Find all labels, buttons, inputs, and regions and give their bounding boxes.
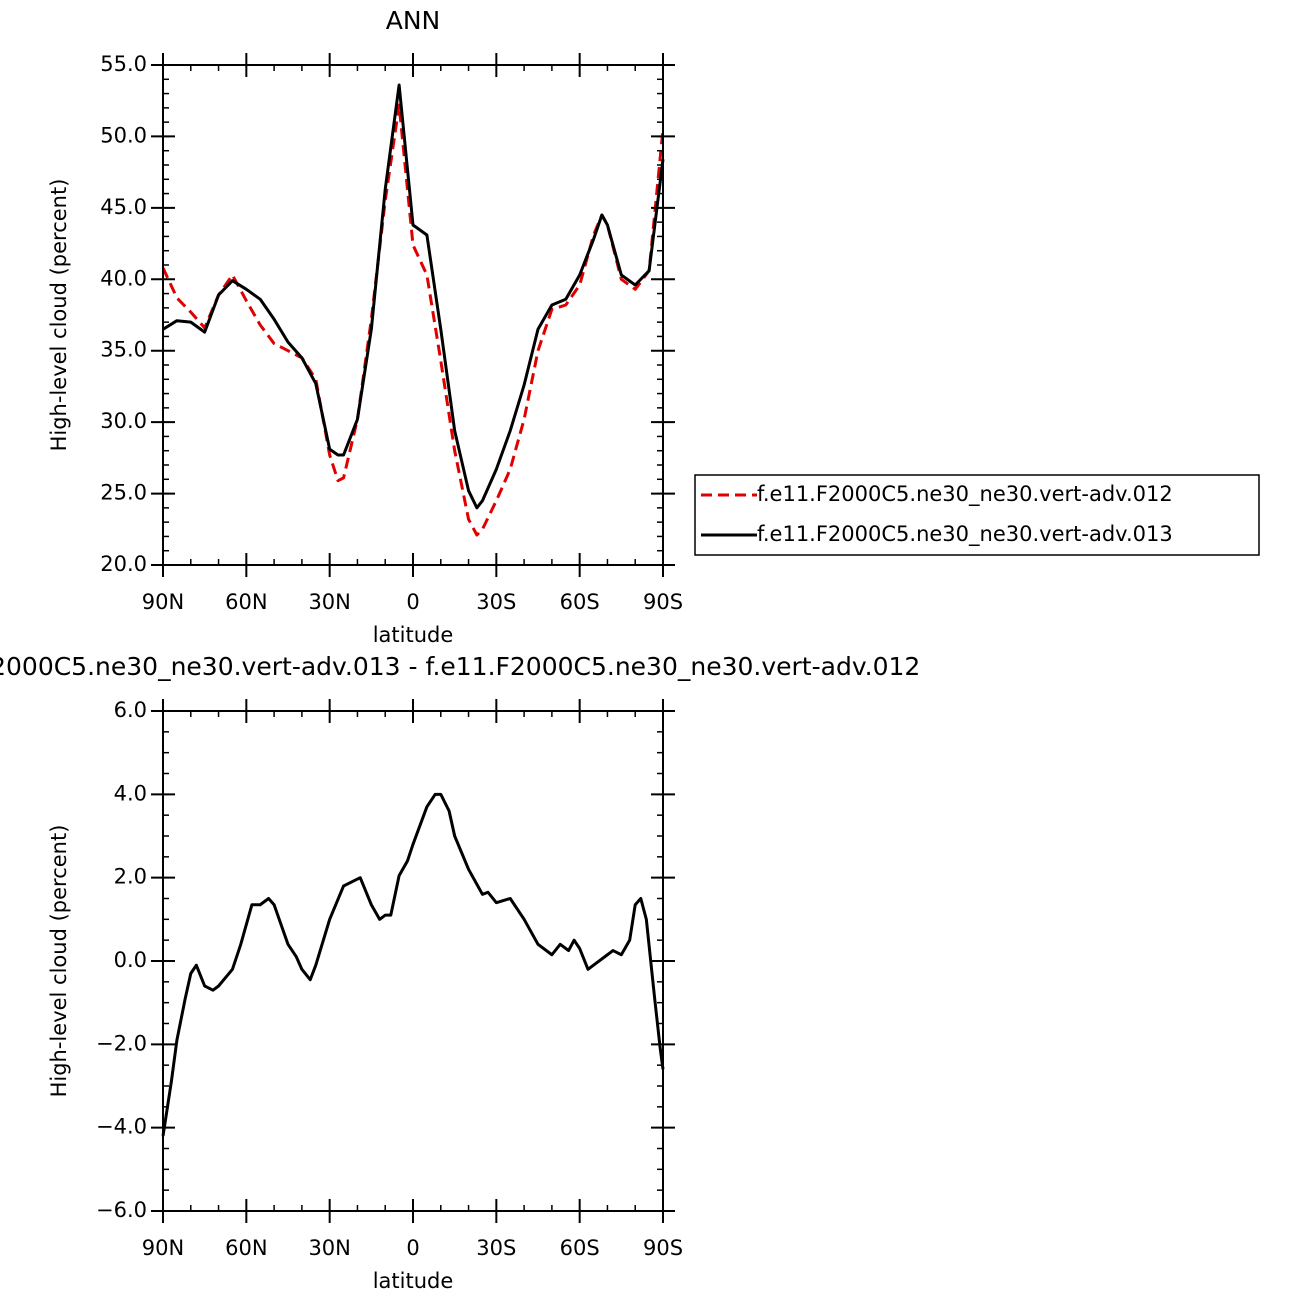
x-tick-label: 30S <box>476 1236 516 1260</box>
y-tick-label: −2.0 <box>96 1031 147 1055</box>
x-tick-label: 90N <box>142 1236 184 1260</box>
x-tick-label: 60N <box>225 590 267 614</box>
y-tick-label: 45.0 <box>100 195 147 219</box>
x-tick-label: 90S <box>643 1236 683 1260</box>
y-tick-label: 6.0 <box>114 698 147 722</box>
y-tick-label: 20.0 <box>100 552 147 576</box>
x-tick-label: 30N <box>308 590 350 614</box>
x-tick-label: 90S <box>643 590 683 614</box>
y-tick-label: −6.0 <box>96 1198 147 1222</box>
x-axis-label: latitude <box>373 1269 454 1293</box>
x-tick-label: 0 <box>406 1236 419 1260</box>
x-tick-label: 0 <box>406 590 419 614</box>
legend-box <box>694 474 1260 556</box>
data-line <box>162 83 665 510</box>
chart-title: f.e11.F2000C5.ne30_ne30.vert-adv.013 - f… <box>0 652 920 681</box>
legend-text: f.e11.F2000C5.ne30_ne30.vert-adv.013 <box>757 522 1173 547</box>
y-tick-label: 50.0 <box>100 123 147 147</box>
y-tick-label: 35.0 <box>100 338 147 362</box>
y-tick-label: −4.0 <box>96 1115 147 1139</box>
y-tick-label: 4.0 <box>114 781 147 805</box>
y-tick-label: 2.0 <box>114 865 147 889</box>
chart-title: ANN <box>386 6 441 35</box>
legend-text: f.e11.F2000C5.ne30_ne30.vert-adv.012 <box>757 482 1173 507</box>
plot: f.e11.F2000C5.ne30_ne30.vert-adv.013 - f… <box>0 652 920 1293</box>
data-line <box>161 792 665 1137</box>
x-tick-label: 30S <box>476 590 516 614</box>
y-tick-label: 0.0 <box>114 948 147 972</box>
x-tick-label: 90N <box>142 590 184 614</box>
y-tick-label: 25.0 <box>100 481 147 505</box>
x-axis-label: latitude <box>373 623 454 647</box>
plot-frame <box>162 710 664 1212</box>
y-axis-label: High-level cloud (percent) <box>47 179 71 452</box>
plot: ANN latitude High-level cloud (percent) 20.… <box>47 6 1260 647</box>
y-axis-label: High-level cloud (percent) <box>47 825 71 1098</box>
y-tick-label: 55.0 <box>100 52 147 76</box>
y-tick-label: 40.0 <box>100 266 147 290</box>
data-line <box>161 103 665 537</box>
y-tick-label: 30.0 <box>100 409 147 433</box>
x-tick-label: 60S <box>560 590 600 614</box>
x-tick-label: 60S <box>560 1236 600 1260</box>
x-tick-label: 30N <box>308 1236 350 1260</box>
plot-frame <box>162 64 664 566</box>
x-tick-label: 60N <box>225 1236 267 1260</box>
